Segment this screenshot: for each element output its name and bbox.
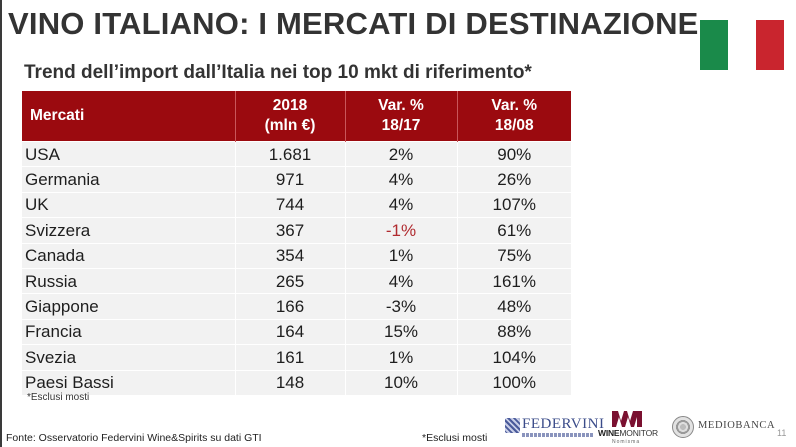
import-value-2018: 354	[235, 242, 346, 269]
market-name: Giappone	[22, 293, 236, 320]
table-row: UK 744 4% 107%	[22, 191, 571, 218]
variation-18-17: 15%	[345, 318, 458, 345]
variation-18-08: 107%	[457, 191, 571, 218]
market-name: USA	[22, 140, 236, 167]
federvini-logo-subtext	[522, 433, 594, 437]
slide-left-border	[0, 0, 2, 447]
table-row: Russia 265 4% 161%	[22, 267, 571, 294]
winemonitor-logo: WINEMONITOR Nomisma	[598, 411, 660, 445]
table-row: Svizzera 367 -1% 61%	[22, 217, 571, 244]
variation-18-17: 1%	[345, 344, 458, 371]
slide-title: VINO ITALIANO: I MERCATI DI DESTINAZIONE	[8, 6, 699, 41]
federvini-emblem-icon	[505, 418, 520, 433]
variation-18-08: 48%	[457, 293, 571, 320]
import-value-2018: 164	[235, 318, 346, 345]
table-row: Paesi Bassi 148 10% 100%	[22, 369, 571, 395]
column-header-2018: 2018 (mln €)	[235, 91, 346, 142]
variation-18-17: 4%	[345, 267, 458, 294]
import-value-2018: 161	[235, 344, 346, 371]
source-note: Fonte: Osservatorio Federvini Wine&Spiri…	[6, 432, 262, 444]
federvini-logo: FEDERVINI	[505, 416, 604, 440]
footer-footnote: *Esclusi mosti	[422, 432, 488, 444]
italian-flag-red-stripe	[756, 20, 784, 70]
italian-flag-green-stripe	[700, 20, 728, 70]
import-value-2018: 971	[235, 166, 346, 193]
mediobanca-logo-text: MEDIOBANCA	[698, 420, 776, 431]
table-row: Giappone 166 -3% 48%	[22, 293, 571, 320]
variation-18-17-negative: -1%	[345, 217, 458, 244]
federvini-logo-text: FEDERVINI	[522, 416, 605, 432]
winemonitor-logo-subtext: Nomisma	[612, 439, 641, 445]
table-header-row: Mercati 2018 (mln €) Var. % 18/17 Var. % 18…	[22, 91, 571, 142]
market-name: Svizzera	[22, 217, 236, 244]
column-header-label: Mercati	[30, 107, 85, 124]
column-header-label: Var. %	[491, 97, 538, 114]
variation-18-08: 161%	[457, 267, 571, 294]
market-name: UK	[22, 191, 236, 218]
import-value-2018: 1.681	[235, 140, 346, 167]
import-value-2018: 148	[235, 369, 346, 395]
slide-subtitle: Trend dell’import dall’Italia nei top 10…	[24, 62, 532, 83]
market-name: Paesi Bassi	[22, 369, 236, 395]
market-name: Canada	[22, 242, 236, 269]
table-row: USA 1.681 2% 90%	[22, 140, 571, 167]
winemonitor-logo-bold: WINE	[598, 428, 620, 438]
winemonitor-logo-text: WINEMONITOR	[598, 428, 658, 438]
import-value-2018: 166	[235, 293, 346, 320]
variation-18-08: 90%	[457, 140, 571, 167]
market-name: Svezia	[22, 344, 236, 371]
page-number: 11	[777, 428, 787, 438]
column-header-var-18-17: Var. % 18/17	[345, 91, 458, 142]
table-row: Canada 354 1% 75%	[22, 242, 571, 269]
variation-18-17: 1%	[345, 242, 458, 269]
column-header-label: 2018	[272, 97, 308, 114]
table-footnote: *Esclusi mosti	[27, 392, 90, 403]
column-header-sublabel: 18/17	[381, 117, 421, 134]
column-header-sublabel: (mln €)	[264, 117, 316, 134]
mediobanca-seal-icon	[672, 416, 694, 438]
table-row: Germania 971 4% 26%	[22, 166, 571, 193]
market-name: Russia	[22, 267, 236, 294]
variation-18-08: 100%	[457, 369, 571, 395]
import-value-2018: 744	[235, 191, 346, 218]
variation-18-17: 10%	[345, 369, 458, 395]
column-header-label: Var. %	[378, 97, 424, 114]
mediobanca-logo: MEDIOBANCA	[670, 414, 780, 442]
variation-18-08: 75%	[457, 242, 571, 269]
variation-18-08: 88%	[457, 318, 571, 345]
import-value-2018: 265	[235, 267, 346, 294]
column-header-var-18-08: Var. % 18/08	[457, 91, 571, 142]
market-name: Francia	[22, 318, 236, 345]
column-header-sublabel: 18/08	[494, 117, 534, 134]
market-name: Germania	[22, 166, 236, 193]
variation-18-17: 4%	[345, 166, 458, 193]
markets-table: Mercati 2018 (mln €) Var. % 18/17 Var. % 18…	[22, 91, 571, 395]
winemonitor-logo-rest: MONITOR	[619, 428, 658, 438]
column-header-mercati: Mercati	[22, 91, 236, 142]
import-value-2018: 367	[235, 217, 346, 244]
variation-18-08: 61%	[457, 217, 571, 244]
variation-18-17: 4%	[345, 191, 458, 218]
table-row: Svezia 161 1% 104%	[22, 344, 571, 371]
variation-18-17: -3%	[345, 293, 458, 320]
variation-18-08: 26%	[457, 166, 571, 193]
table-row: Francia 164 15% 88%	[22, 318, 571, 345]
variation-18-08: 104%	[457, 344, 571, 371]
variation-18-17: 2%	[345, 140, 458, 167]
winemonitor-mark-icon	[612, 411, 642, 427]
